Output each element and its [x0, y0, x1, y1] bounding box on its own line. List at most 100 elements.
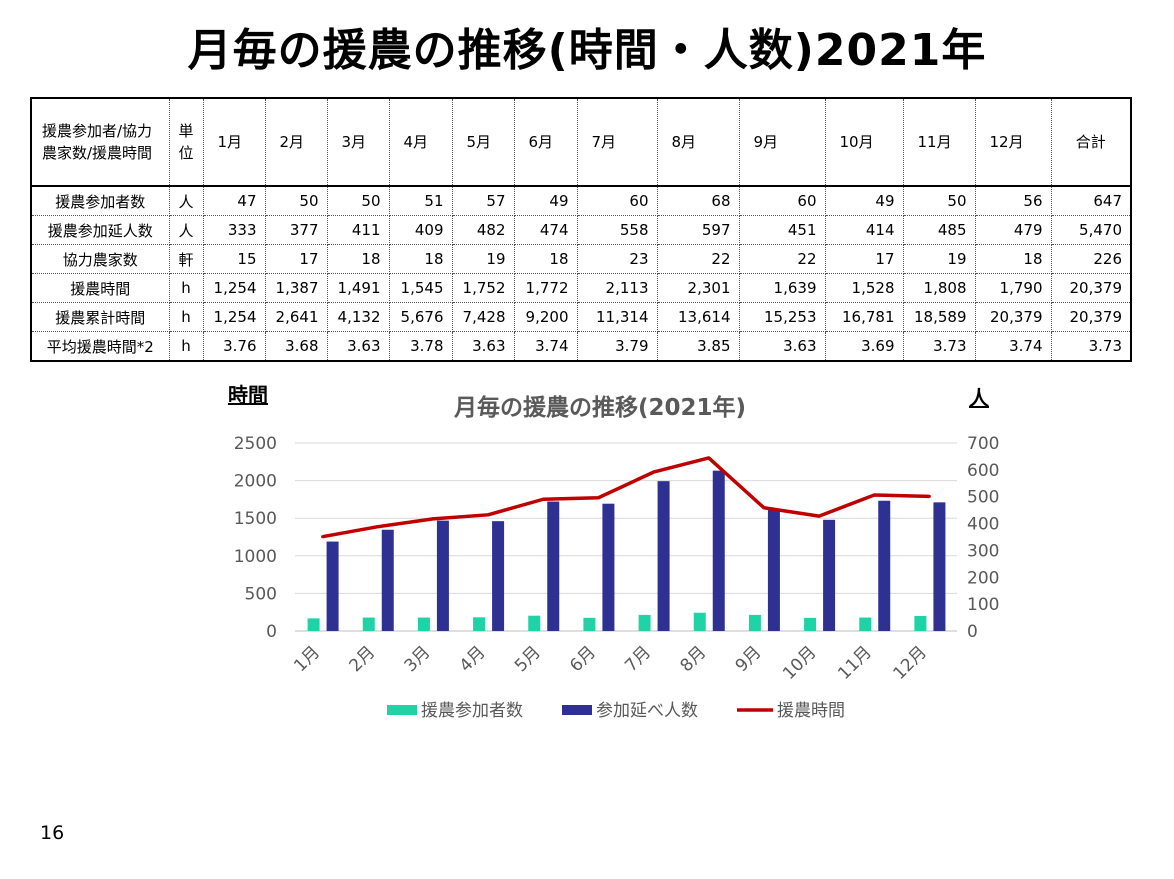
- y-tick-label: 2000: [234, 472, 277, 492]
- value-cell: 17: [824, 244, 904, 274]
- value-cell: 482: [451, 215, 515, 245]
- line-point: [596, 496, 600, 500]
- legend-swatch-total-participants: [562, 705, 592, 715]
- value-cell: 1,491: [326, 273, 390, 303]
- value-cell: 19: [902, 244, 976, 274]
- y-tick-label: 1000: [234, 547, 277, 567]
- value-cell: 3.63: [326, 331, 390, 362]
- value-cell: 1,772: [513, 273, 578, 303]
- total-cell: 5,470: [1050, 215, 1132, 245]
- value-cell: 15: [202, 244, 266, 274]
- line-point: [927, 494, 931, 498]
- value-cell: 451: [738, 215, 826, 245]
- page-number: 16: [40, 822, 65, 844]
- header-cell-month: 4月: [388, 97, 453, 187]
- table-header-row: 援農参加者/協力農家数/援農時間 単位 1月 2月 3月 4月 5月 6月 7月…: [30, 97, 1132, 187]
- value-cell: 7,428: [451, 302, 515, 332]
- value-cell: 4,132: [326, 302, 390, 332]
- value-cell: 2,113: [576, 273, 658, 303]
- value-cell: 18: [513, 244, 578, 274]
- row-label: 平均援農時間*2: [30, 331, 170, 362]
- total-cell: 647: [1050, 185, 1132, 216]
- bar-total-participants: [381, 529, 394, 631]
- bar-participants: [307, 618, 320, 631]
- header-cell-month: 11月: [902, 97, 976, 187]
- value-cell: 3.69: [824, 331, 904, 362]
- total-cell: 226: [1050, 244, 1132, 274]
- row-label: 援農参加延人数: [30, 215, 170, 245]
- value-cell: 18,589: [902, 302, 976, 332]
- x-tick-label: 8月: [676, 642, 710, 676]
- value-cell: 409: [388, 215, 453, 245]
- value-cell: 18: [388, 244, 453, 274]
- value-cell: 17: [264, 244, 328, 274]
- y2-tick-label: 600: [967, 461, 999, 481]
- value-cell: 20,379: [974, 302, 1052, 332]
- bar-total-participants: [878, 500, 891, 631]
- value-cell: 1,528: [824, 273, 904, 303]
- y2-tick-label: 700: [967, 434, 999, 454]
- bar-participants: [583, 617, 596, 631]
- value-cell: 11,314: [576, 302, 658, 332]
- x-tick-label: 3月: [401, 642, 435, 676]
- total-cell: 20,379: [1050, 273, 1132, 303]
- line-point: [762, 506, 766, 510]
- y-tick-label: 500: [245, 584, 277, 604]
- unit-cell: 軒: [168, 244, 204, 274]
- total-cell: 20,379: [1050, 302, 1132, 332]
- line-point: [431, 517, 435, 521]
- value-cell: 60: [576, 185, 658, 216]
- value-cell: 411: [326, 215, 390, 245]
- value-cell: 597: [656, 215, 740, 245]
- bar-participants: [859, 617, 872, 631]
- header-cell-month: 9月: [738, 97, 826, 187]
- value-cell: 23: [576, 244, 658, 274]
- header-cell-category: 援農参加者/協力農家数/援農時間: [30, 97, 170, 187]
- bar-participants: [417, 617, 430, 631]
- value-cell: 16,781: [824, 302, 904, 332]
- legend-swatch-participants: [387, 705, 417, 715]
- line-point: [321, 535, 325, 539]
- value-cell: 3.63: [451, 331, 515, 362]
- value-cell: 3.79: [576, 331, 658, 362]
- value-cell: 3.68: [264, 331, 328, 362]
- value-cell: 56: [974, 185, 1052, 216]
- legend-label: 援農参加者数: [421, 701, 523, 721]
- value-cell: 3.76: [202, 331, 266, 362]
- x-tick-label: 11月: [834, 642, 875, 683]
- x-tick-label: 10月: [779, 642, 820, 683]
- bar-participants: [804, 617, 817, 631]
- value-cell: 3.85: [656, 331, 740, 362]
- row-label: 援農累計時間: [30, 302, 170, 332]
- value-cell: 5,676: [388, 302, 453, 332]
- line-point: [707, 456, 711, 460]
- table-row: 援農参加者数人 47 50 50 51 57 49 60 68 60 49 50 56 647: [30, 185, 1132, 216]
- x-tick-label: 1月: [290, 642, 324, 676]
- unit-cell: 人: [168, 185, 204, 216]
- y2-tick-label: 400: [967, 515, 999, 535]
- header-cell-unit: 単位: [168, 97, 204, 187]
- table-row: 援農累計時間 h 1,254 2,641 4,132 5,676 7,428 9,200 11,…: [30, 302, 1132, 332]
- x-tick-label: 9月: [732, 642, 766, 676]
- x-tick-label: 6月: [566, 642, 600, 676]
- unit-cell: 人: [168, 215, 204, 245]
- value-cell: 1,752: [451, 273, 515, 303]
- header-cell-month: 5月: [451, 97, 515, 187]
- value-cell: 60: [738, 185, 826, 216]
- header-cell-month: 10月: [824, 97, 904, 187]
- left-axis-title: 時間: [228, 383, 268, 407]
- x-tick-label: 5月: [511, 642, 545, 676]
- legend-label: 援農時間: [777, 701, 845, 721]
- bar-total-participants: [547, 501, 560, 631]
- y2-tick-label: 200: [967, 568, 999, 588]
- bar-total-participants: [436, 520, 449, 631]
- value-cell: 479: [974, 215, 1052, 245]
- value-cell: 3.78: [388, 331, 453, 362]
- value-cell: 22: [656, 244, 740, 274]
- row-label: 援農参加者数: [30, 185, 170, 216]
- y2-tick-label: 300: [967, 541, 999, 561]
- value-cell: 485: [902, 215, 976, 245]
- value-cell: 50: [902, 185, 976, 216]
- value-cell: 474: [513, 215, 578, 245]
- bar-total-participants: [712, 470, 725, 631]
